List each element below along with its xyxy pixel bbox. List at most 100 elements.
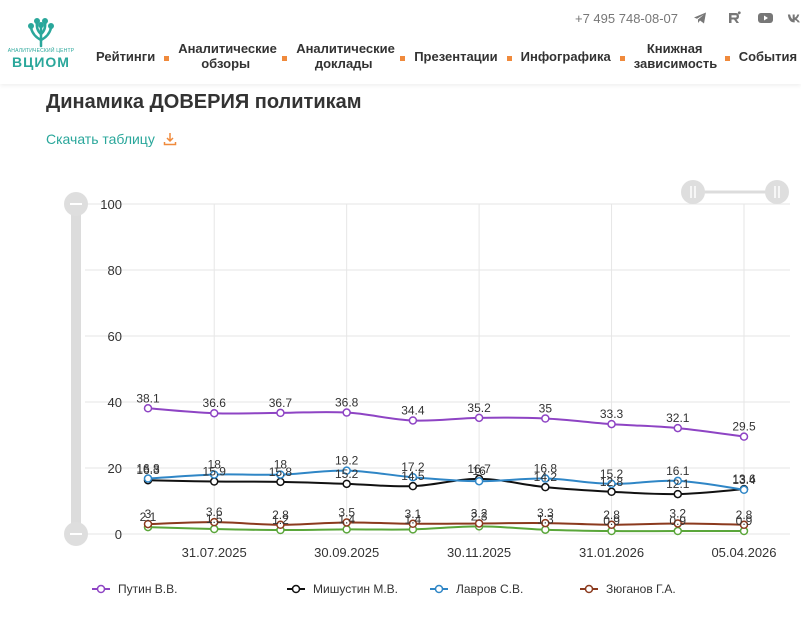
data-point[interactable] — [739, 485, 749, 495]
nav-item-book-addiction[interactable]: Книжная зависимость — [633, 41, 718, 71]
data-point[interactable] — [541, 482, 550, 492]
data-label: 16.3 — [136, 463, 160, 477]
data-point[interactable] — [607, 479, 616, 489]
data-label: 15.2 — [335, 467, 359, 481]
data-label: 18 — [274, 458, 288, 472]
data-label: 1.4 — [338, 512, 355, 526]
nav-item-analytical-reviews[interactable]: Аналитические обзоры — [178, 41, 277, 71]
x-tick-label: 31.07.2025 — [182, 545, 247, 560]
data-point[interactable] — [474, 413, 484, 423]
data-point[interactable] — [607, 487, 616, 497]
rutube-icon[interactable] — [726, 10, 742, 26]
data-point[interactable] — [408, 472, 418, 482]
nav-item-ratings[interactable]: Рейтинги — [96, 48, 156, 64]
data-label: 16 — [472, 464, 486, 478]
data-point[interactable] — [209, 470, 219, 479]
data-point[interactable] — [276, 477, 285, 487]
site-header: АНАЛИТИЧЕСКИЙ ЦЕНТР ВЦИОМ +7 495 748-08-… — [0, 0, 801, 84]
data-point[interactable] — [474, 519, 484, 528]
legend-item-label[interactable]: Путин В.В. — [118, 582, 177, 596]
data-label: 15.8 — [269, 465, 293, 479]
telegram-icon[interactable] — [692, 10, 708, 26]
data-label: 16.7 — [467, 462, 491, 476]
legend-marker-icon — [291, 584, 301, 594]
data-point[interactable] — [143, 404, 153, 413]
data-point[interactable] — [143, 474, 153, 483]
data-label: 3.6 — [206, 505, 223, 519]
legend[interactable]: Путин В.В. Мишустин М.В. Лавров С.В. Зюгано… — [92, 582, 676, 596]
data-label: 17.2 — [401, 460, 425, 474]
data-point[interactable] — [209, 524, 219, 534]
download-table-link[interactable]: Скачать таблицу — [46, 131, 177, 147]
data-point[interactable] — [673, 423, 683, 433]
data-point[interactable] — [607, 520, 616, 530]
data-label: 2.3 — [471, 509, 488, 523]
data-label: 1.2 — [272, 513, 289, 527]
phone-number[interactable]: +7 495 748-08-07 — [575, 11, 679, 26]
data-point[interactable] — [276, 470, 285, 479]
data-label: 38.1 — [136, 391, 160, 405]
series-line — [147, 477, 745, 496]
data-point[interactable] — [474, 476, 484, 486]
series-line — [147, 521, 745, 526]
data-label: 3.1 — [405, 507, 422, 521]
logo-caption: АНАЛИТИЧЕСКИЙ ЦЕНТР — [7, 48, 75, 54]
data-label: 0.9 — [736, 514, 753, 528]
data-point[interactable] — [342, 466, 351, 475]
data-point[interactable] — [276, 408, 285, 418]
data-point[interactable] — [541, 474, 550, 483]
data-point[interactable] — [408, 519, 418, 529]
data-label: 36.8 — [335, 396, 359, 410]
data-point[interactable] — [673, 519, 683, 528]
data-point[interactable] — [143, 519, 153, 529]
logo-tree-icon[interactable] — [6, 16, 76, 70]
data-point[interactable] — [209, 477, 219, 486]
y-tick-label: 40 — [108, 395, 122, 410]
legend-item-label[interactable]: Мишустин М.В. — [313, 582, 398, 596]
data-point[interactable] — [408, 416, 418, 425]
horizontal-range-handle[interactable] — [765, 180, 789, 204]
download-icon[interactable] — [163, 132, 177, 146]
data-label: 0.9 — [669, 514, 686, 528]
x-tick-label: 30.09.2025 — [314, 545, 379, 560]
nav-item-events[interactable]: События — [738, 48, 798, 64]
data-point[interactable] — [342, 518, 351, 527]
data-label: 34.4 — [401, 403, 425, 417]
data-point[interactable] — [342, 408, 351, 417]
data-point[interactable] — [342, 525, 351, 534]
main-nav: Рейтинги Аналитические обзоры Аналитичес… — [96, 40, 797, 72]
data-point[interactable] — [673, 526, 683, 536]
data-point[interactable] — [739, 432, 749, 441]
data-point[interactable] — [673, 489, 683, 499]
y-axis: 0 20 40 60 80 100 — [100, 197, 122, 542]
nav-item-presentations[interactable]: Презентации — [414, 48, 498, 64]
data-point[interactable] — [209, 517, 219, 527]
data-point[interactable] — [209, 408, 219, 418]
range-slider[interactable] — [64, 180, 789, 546]
data-point[interactable] — [342, 479, 351, 489]
data-label: 2.8 — [736, 508, 753, 522]
data-point[interactable] — [408, 481, 418, 491]
legend-marker-icon — [96, 584, 106, 594]
y-tick-label: 80 — [108, 263, 122, 278]
nav-item-infographics[interactable]: Инфографика — [520, 48, 611, 64]
logo-name[interactable]: ВЦИОМ — [12, 54, 70, 70]
vk-icon[interactable] — [787, 10, 801, 26]
data-point[interactable] — [541, 414, 550, 423]
legend-item-label[interactable]: Зюганов Г.А. — [606, 582, 676, 596]
download-label[interactable]: Скачать таблицу — [46, 131, 155, 147]
data-point[interactable] — [673, 476, 683, 486]
data-point[interactable] — [739, 520, 749, 530]
nav-separator-dot — [282, 55, 288, 61]
data-point[interactable] — [607, 419, 616, 429]
data-label: 3.5 — [338, 505, 355, 519]
series-line — [147, 407, 745, 438]
nav-item-analytical-reports[interactable]: Аналитические доклады — [296, 41, 395, 71]
data-point[interactable] — [276, 520, 285, 530]
legend-item-label[interactable]: Лавров С.В. — [456, 582, 523, 596]
chart-grid — [85, 203, 790, 535]
data-label: 2.8 — [272, 508, 289, 522]
youtube-icon[interactable] — [757, 10, 773, 26]
data-point[interactable] — [541, 518, 550, 528]
horizontal-range-handle[interactable] — [681, 180, 705, 204]
